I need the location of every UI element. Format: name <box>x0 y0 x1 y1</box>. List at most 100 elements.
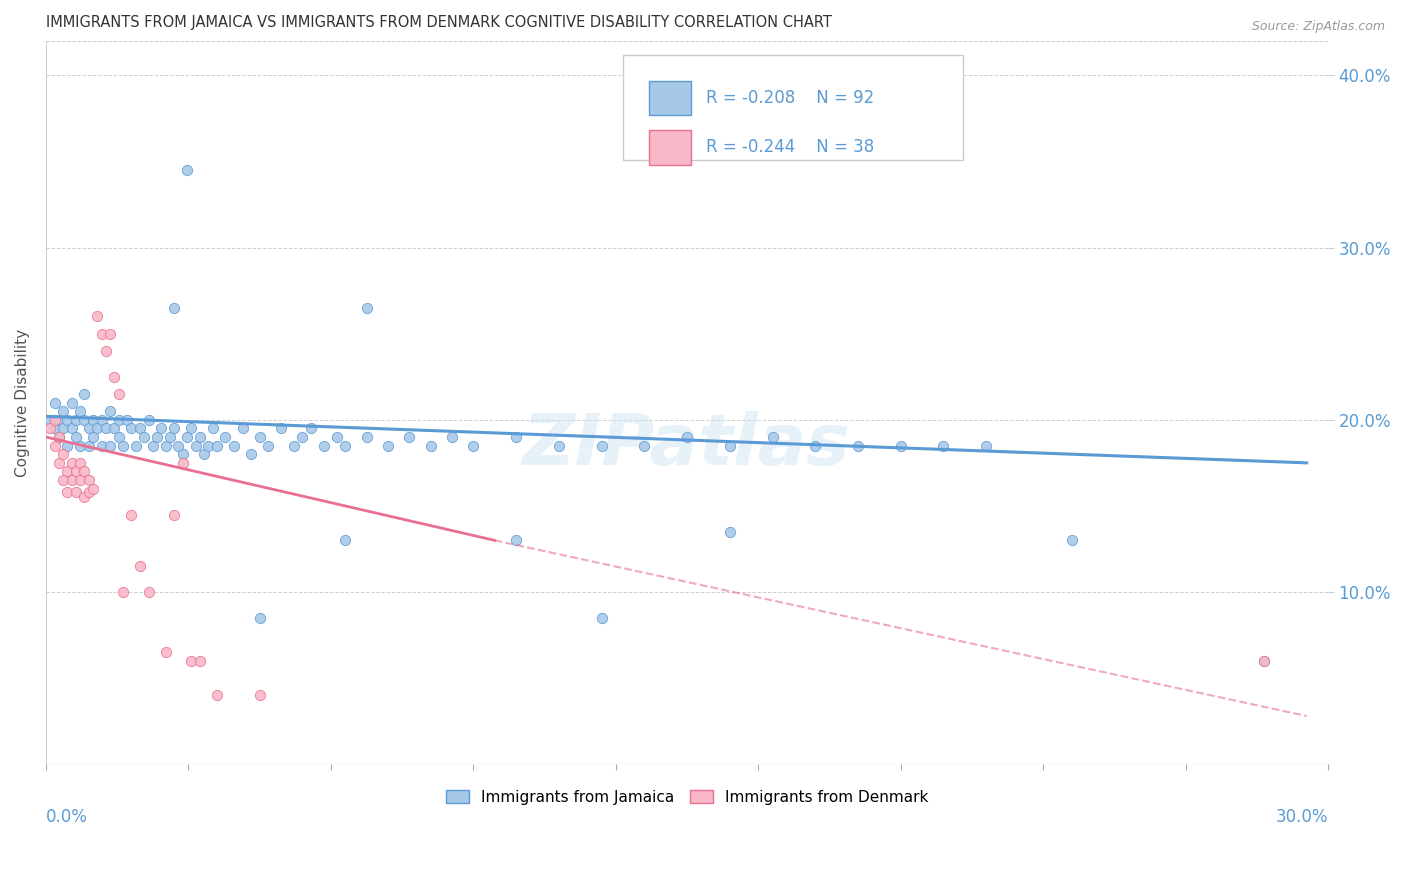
Point <box>138 413 160 427</box>
Point <box>214 430 236 444</box>
Point <box>129 421 152 435</box>
Point <box>333 439 356 453</box>
Point <box>463 439 485 453</box>
Point <box>377 439 399 453</box>
Point <box>591 439 613 453</box>
Point <box>111 585 134 599</box>
Point <box>77 485 100 500</box>
Point <box>73 413 96 427</box>
Point <box>56 439 79 453</box>
Point <box>180 421 202 435</box>
Point <box>138 585 160 599</box>
Point <box>419 439 441 453</box>
Point <box>56 465 79 479</box>
Point <box>60 421 83 435</box>
Point <box>188 430 211 444</box>
Point <box>44 439 66 453</box>
Point <box>163 508 186 522</box>
Point <box>129 559 152 574</box>
Point <box>103 421 125 435</box>
Point <box>90 413 112 427</box>
Point <box>1060 533 1083 548</box>
Point <box>52 447 75 461</box>
Point <box>65 485 87 500</box>
Text: ZIPatlas: ZIPatlas <box>523 411 851 481</box>
Point <box>240 447 263 461</box>
Legend: Immigrants from Jamaica, Immigrants from Denmark: Immigrants from Jamaica, Immigrants from… <box>440 783 934 811</box>
Point <box>125 439 148 453</box>
Point <box>718 524 741 539</box>
Point <box>291 430 314 444</box>
Point <box>69 473 91 487</box>
Point <box>48 456 70 470</box>
Point <box>90 326 112 341</box>
Point <box>232 421 254 435</box>
Point <box>73 465 96 479</box>
Point <box>142 439 165 453</box>
Point <box>676 430 699 444</box>
Point <box>155 439 177 453</box>
Point <box>333 533 356 548</box>
Point <box>82 482 104 496</box>
Point <box>69 456 91 470</box>
Point <box>163 421 186 435</box>
Point <box>65 465 87 479</box>
Point <box>107 413 129 427</box>
Point <box>633 439 655 453</box>
Point <box>505 430 527 444</box>
Point <box>82 430 104 444</box>
Point <box>120 421 142 435</box>
Point <box>107 430 129 444</box>
Point <box>299 421 322 435</box>
Point <box>60 473 83 487</box>
Point <box>312 439 335 453</box>
Point <box>201 421 224 435</box>
Point <box>82 413 104 427</box>
Text: R = -0.244    N = 38: R = -0.244 N = 38 <box>706 138 875 156</box>
Point <box>77 473 100 487</box>
Point <box>163 301 186 315</box>
Point <box>197 439 219 453</box>
Point <box>44 421 66 435</box>
Point <box>505 533 527 548</box>
Point <box>155 645 177 659</box>
Point <box>176 430 198 444</box>
Point <box>257 439 280 453</box>
Point <box>65 413 87 427</box>
Text: Source: ZipAtlas.com: Source: ZipAtlas.com <box>1251 20 1385 33</box>
Point <box>804 439 827 453</box>
Point <box>249 430 271 444</box>
Text: IMMIGRANTS FROM JAMAICA VS IMMIGRANTS FROM DENMARK COGNITIVE DISABILITY CORRELAT: IMMIGRANTS FROM JAMAICA VS IMMIGRANTS FR… <box>46 15 832 30</box>
Point <box>547 439 569 453</box>
Point <box>111 439 134 453</box>
Point <box>249 611 271 625</box>
Point <box>249 689 271 703</box>
Point <box>69 404 91 418</box>
Point <box>65 430 87 444</box>
FancyBboxPatch shape <box>648 80 690 115</box>
Point <box>150 421 173 435</box>
Point <box>94 421 117 435</box>
Point <box>52 421 75 435</box>
Point <box>761 430 783 444</box>
Point <box>44 413 66 427</box>
Point <box>146 430 169 444</box>
Text: 30.0%: 30.0% <box>1275 807 1329 826</box>
Point <box>48 413 70 427</box>
Point <box>167 439 190 453</box>
Point <box>39 413 62 427</box>
Point <box>356 430 378 444</box>
Point <box>1253 654 1275 668</box>
Text: 0.0%: 0.0% <box>46 807 87 826</box>
Point <box>120 508 142 522</box>
Point <box>94 343 117 358</box>
Point <box>188 654 211 668</box>
Point <box>56 413 79 427</box>
Point <box>77 421 100 435</box>
Point <box>222 439 245 453</box>
Point <box>69 439 91 453</box>
Point <box>77 439 100 453</box>
Point <box>159 430 181 444</box>
Point <box>180 654 202 668</box>
Point <box>48 430 70 444</box>
